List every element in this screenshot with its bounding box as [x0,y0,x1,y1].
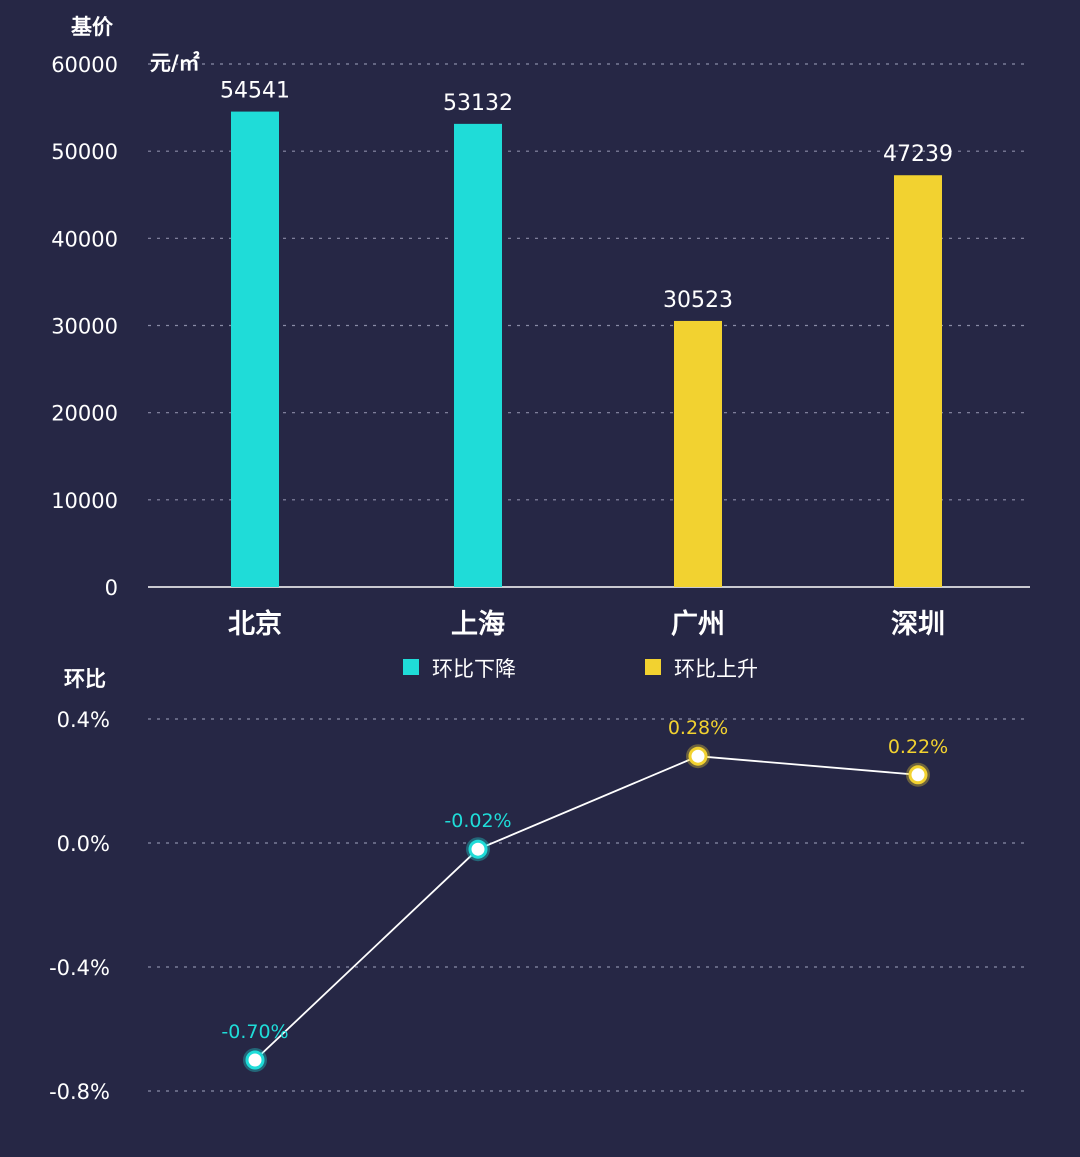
bar-category-label: 深圳 [891,609,945,640]
bar-y-tick-label: 30000 [51,315,118,339]
bar-category-label: 上海 [451,609,505,640]
bar-unit-label: 元/㎡ [150,51,200,75]
bar-category-label: 广州 [671,609,725,640]
line-y-tick-label: 0.0% [57,832,110,856]
legend-label: 环比下降 [432,657,516,681]
bar-value-label: 30523 [663,288,733,313]
line-y-axis-title: 环比 [64,667,106,691]
line-point-label: 0.22% [888,736,948,758]
bar-1 [231,111,279,587]
line-point-label: -0.70% [221,1021,288,1043]
line-point-label: 0.28% [668,717,728,739]
legend-swatch-increase [645,659,661,675]
bar-y-tick-label: 10000 [51,489,118,513]
line-y-tick-label: -0.8% [49,1080,110,1104]
line-point-label: -0.02% [444,810,511,832]
bar-y-tick-label: 0 [105,576,118,600]
bar-value-label: 54541 [220,79,290,104]
line-point-1 [245,1050,265,1070]
line-point-4 [908,765,928,785]
line-point-2 [468,839,488,859]
bar-y-tick-label: 50000 [51,140,118,164]
bar-4 [894,175,942,587]
legend-label: 环比上升 [674,657,758,681]
bar-value-label: 47239 [883,142,953,167]
line-point-3 [688,746,708,766]
line-y-tick-label: 0.4% [57,708,110,732]
legend-swatch-decrease [403,659,419,675]
bar-3 [674,320,722,587]
bar-y-tick-label: 60000 [51,53,118,77]
line-series-path [254,755,919,1061]
bar-y-axis-title: 基价 [71,15,114,39]
bar-y-tick-label: 40000 [51,227,118,251]
line-y-tick-label: -0.4% [49,956,110,980]
bar-2 [454,123,502,588]
bar-category-label: 北京 [228,608,282,640]
bar-value-label: 53132 [443,91,513,116]
bar-y-tick-label: 20000 [51,402,118,426]
